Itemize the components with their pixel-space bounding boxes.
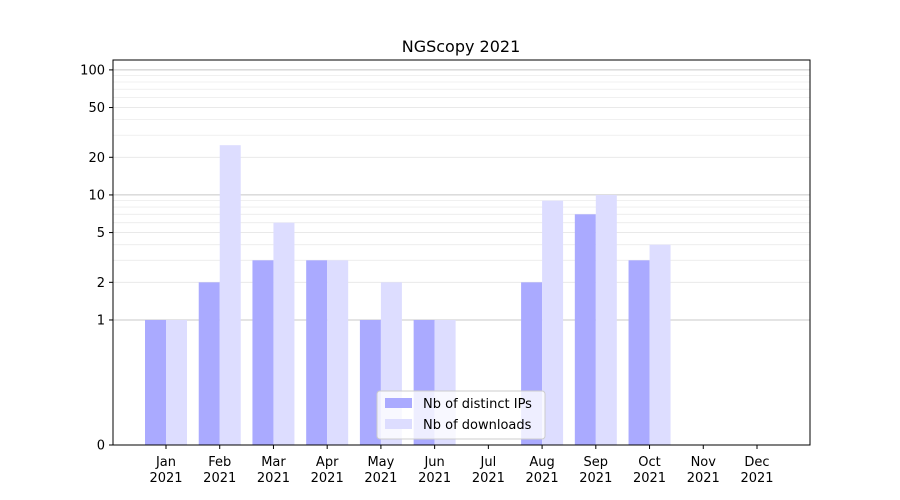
bar-distinct-ips: [359, 319, 381, 445]
x-tick-label-month: Jul: [480, 455, 497, 470]
legend: Nb of distinct IPs Nb of downloads: [376, 390, 546, 440]
x-tick-label-year: 2021: [526, 471, 559, 486]
y-axis: 0 1 2 5 10 20 50 100: [80, 63, 113, 454]
x-tick-label-year: 2021: [364, 471, 397, 486]
bar-distinct-ips: [306, 260, 328, 445]
plot-frame: [112, 59, 811, 446]
y-tick-label: 100: [80, 63, 105, 78]
legend-label-distinct-ips: Nb of distinct IPs: [423, 397, 532, 412]
bar-distinct-ips: [574, 214, 596, 445]
x-tick-label-month: Aug: [529, 455, 554, 470]
x-tick-label-month: Jun: [423, 455, 444, 470]
bar-downloads: [273, 222, 295, 445]
bar-downloads: [595, 194, 617, 445]
x-tick-label-year: 2021: [418, 471, 451, 486]
x-tick-label-year: 2021: [633, 471, 666, 486]
x-axis: Jan2021Feb2021Mar2021Apr2021May2021Jun20…: [149, 445, 774, 486]
y-tick-label: 1: [97, 313, 105, 328]
x-tick-label-year: 2021: [311, 471, 344, 486]
y-tick-label: 10: [88, 188, 105, 203]
y-tick-label: 5: [97, 226, 105, 241]
legend-swatch-downloads: [385, 419, 412, 429]
x-tick-label-month: Dec: [744, 455, 769, 470]
chart-title: NGScopy 2021: [402, 37, 521, 56]
bar-distinct-ips: [145, 319, 166, 445]
x-tick-label-year: 2021: [203, 471, 236, 486]
x-tick-label-year: 2021: [687, 471, 720, 486]
x-tick-label-month: Jan: [155, 455, 176, 470]
y-tick-label: 2: [97, 276, 105, 291]
legend-box: [376, 390, 546, 440]
x-tick-label-month: Nov: [691, 455, 717, 470]
x-tick-label-year: 2021: [472, 471, 505, 486]
bar-downloads: [542, 200, 564, 445]
y-tick-label: 50: [88, 101, 105, 116]
y-tick-label: 0: [97, 439, 105, 454]
x-tick-label-month: Mar: [261, 455, 286, 470]
x-tick-label-year: 2021: [579, 471, 612, 486]
x-tick-label-month: Feb: [208, 455, 231, 470]
x-tick-label-month: Oct: [638, 455, 660, 470]
legend-label-downloads: Nb of downloads: [423, 418, 532, 433]
x-tick-label-month: Sep: [584, 455, 609, 470]
y-tick-label: 20: [88, 151, 105, 166]
bar-downloads: [649, 244, 671, 445]
x-tick-label-year: 2021: [149, 471, 182, 486]
bar-downloads: [219, 145, 241, 445]
bar-downloads: [166, 319, 187, 445]
x-tick-label-year: 2021: [257, 471, 290, 486]
bar-distinct-ips: [628, 260, 650, 445]
x-tick-label-month: Apr: [316, 455, 339, 470]
legend-swatch-distinct-ips: [385, 398, 412, 408]
x-tick-label-year: 2021: [740, 471, 773, 486]
bar-distinct-ips: [252, 260, 274, 445]
x-tick-label-month: May: [367, 455, 394, 470]
bar-downloads: [327, 260, 349, 445]
bar-distinct-ips: [198, 282, 220, 445]
